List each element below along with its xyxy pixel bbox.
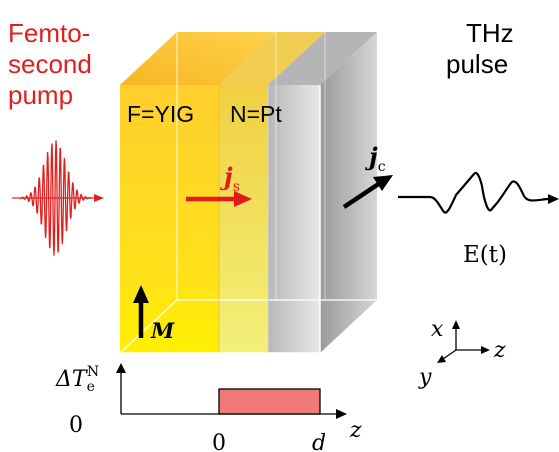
axis-z-label: z [493,338,506,363]
pump-label-line-1: Femto- [8,18,90,48]
thz-label-line-1: THz [466,18,514,48]
pump-pulse [12,140,104,256]
graph-x-origin: 0 [212,431,226,452]
graph-x-end: d [312,431,326,452]
sample-slab [119,32,377,354]
yig-front-face [120,85,219,353]
thz-wave [398,171,549,214]
pump-label-line-3: pump [8,80,73,110]
pt-top-face [219,32,325,85]
yig-top-face [120,32,276,85]
magnetization-arrow [133,285,149,338]
substrate-front-face [268,85,320,353]
thz-waveform [398,171,559,214]
charge-current-label: jc [365,142,386,175]
pump-label-line-2: second [8,49,92,79]
field-label: E(t) [463,242,507,268]
temperature-bar [218,388,321,415]
axis-x-label: x [431,317,444,342]
thz-label-line-2: pulse [446,49,508,79]
graph-x-axis-label: z [349,418,362,443]
graph-y-label: ΔTeN [55,364,99,395]
pt-front-face [219,85,268,353]
axis-y-label: y [418,365,432,390]
thz-arrowhead [548,194,559,204]
pump-arrowhead [94,194,104,202]
substrate-top-face [268,32,377,85]
magnetization-label: M [150,318,175,343]
spin-current-arrow [186,191,252,207]
charge-current-arrow [342,175,393,209]
coordinate-axes [437,320,490,363]
layer-f-label: F=YIG [127,101,194,127]
spin-current-label: js [220,162,240,195]
graph-y-origin: 0 [69,413,83,438]
layer-n-label: N=Pt [230,101,282,127]
pump-wave [19,140,92,256]
substrate-side-face [320,32,377,353]
temperature-graph [116,363,347,419]
